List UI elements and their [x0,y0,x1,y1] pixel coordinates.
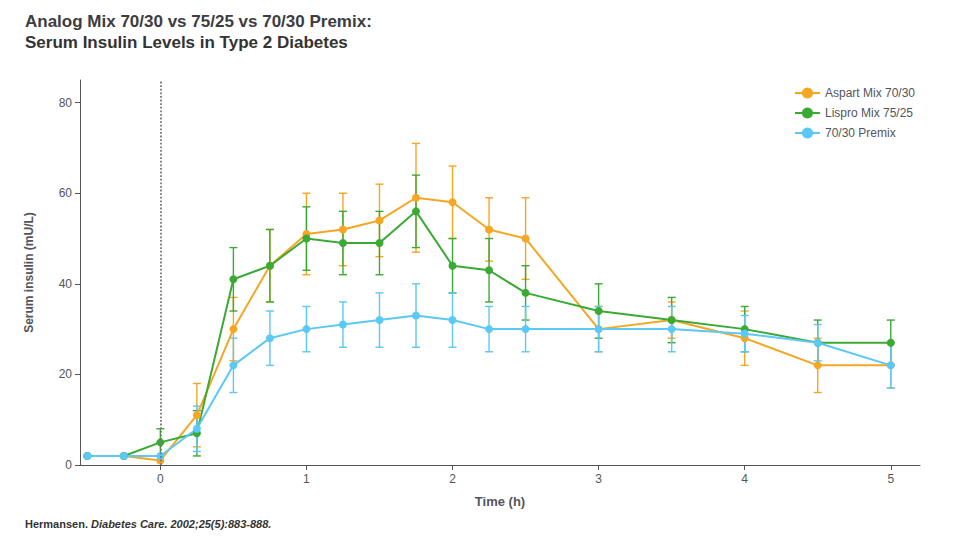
svg-text:Aspart Mix 70/30: Aspart Mix 70/30 [825,86,915,100]
svg-text:Time (h): Time (h) [475,494,525,509]
svg-text:Serum Insulin Levels in Type 2: Serum Insulin Levels in Type 2 Diabetes [25,33,348,52]
svg-text:Diabetes Care. 2002;25(5):883-: Diabetes Care. 2002;25(5):883-888. [91,518,271,530]
svg-text:60: 60 [59,186,73,200]
svg-text:Lispro Mix 75/25: Lispro Mix 75/25 [825,106,913,120]
svg-text:Analog Mix 70/30 vs 75/25 vs 7: Analog Mix 70/30 vs 75/25 vs 70/30 Premi… [25,12,372,31]
svg-text:80: 80 [59,96,73,110]
svg-text:20: 20 [59,367,73,381]
svg-text:3: 3 [595,472,602,486]
svg-text:0: 0 [65,458,72,472]
svg-text:0: 0 [157,472,164,486]
svg-text:70/30 Premix: 70/30 Premix [825,126,896,140]
svg-text:2: 2 [449,472,456,486]
svg-text:Hermansen.: Hermansen. [25,518,88,530]
svg-text:Serum insulin (mU/L): Serum insulin (mU/L) [22,212,36,333]
svg-text:4: 4 [741,472,748,486]
svg-text:5: 5 [887,472,894,486]
svg-text:40: 40 [59,277,73,291]
svg-text:1: 1 [303,472,310,486]
